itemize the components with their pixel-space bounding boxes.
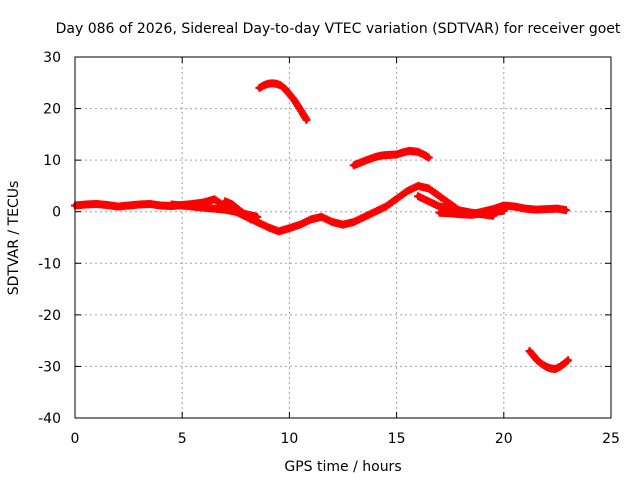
data-point xyxy=(246,215,255,224)
data-point xyxy=(499,206,508,215)
grid-lines xyxy=(75,57,611,418)
x-tick-label: 10 xyxy=(280,431,298,447)
x-ticks: 0 5 10 15 20 25 xyxy=(71,57,620,447)
data-point xyxy=(561,206,570,215)
x-tick-label: 20 xyxy=(495,431,513,447)
data-point xyxy=(245,214,254,223)
y-ticks: 30 20 10 0 -10 -20 -30 -40 xyxy=(38,50,611,427)
y-axis-label: SDTVAR / TECUs xyxy=(6,181,22,296)
x-tick-label: 15 xyxy=(388,431,406,447)
x-tick-label: 25 xyxy=(602,431,620,447)
data-point xyxy=(424,153,433,162)
data-points xyxy=(71,79,573,374)
y-tick-label: -40 xyxy=(38,411,61,427)
y-tick-label: 20 xyxy=(43,102,61,118)
plot-frame xyxy=(74,56,612,419)
data-point xyxy=(253,212,262,221)
data-point xyxy=(564,356,573,365)
x-axis-label: GPS time / hours xyxy=(284,459,401,475)
y-tick-label: -20 xyxy=(38,308,61,324)
data-point xyxy=(562,357,571,366)
data-point xyxy=(302,115,311,124)
y-tick-label: 0 xyxy=(52,205,61,221)
y-tick-label: 10 xyxy=(43,153,61,169)
y-tick-label: 30 xyxy=(43,50,61,66)
x-tick-label: 0 xyxy=(71,431,80,447)
x-tick-label: 5 xyxy=(178,431,187,447)
y-tick-label: -30 xyxy=(38,359,61,375)
y-tick-label: -10 xyxy=(38,256,61,272)
chart-title: Day 086 of 2026, Sidereal Day-to-day VTE… xyxy=(56,21,621,37)
